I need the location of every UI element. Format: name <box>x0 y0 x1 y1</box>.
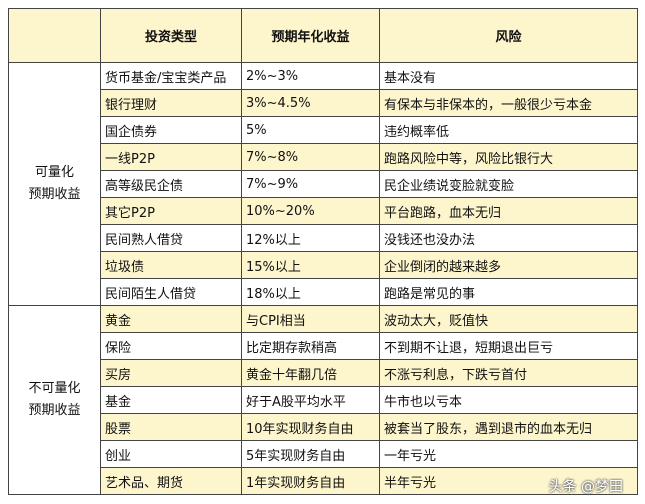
table-row: 其它P2P 10%~20% 平台跑路，血本无归 <box>9 197 638 225</box>
table-cell: 国企债券 <box>100 116 242 144</box>
table-cell: 15%以上 <box>241 251 380 279</box>
table-cell: 买房 <box>100 359 242 387</box>
table-cell: 股票 <box>100 413 242 441</box>
table-cell: 银行理财 <box>100 89 242 117</box>
table-cell: 保险 <box>100 332 242 360</box>
table-cell: 7%~9% <box>241 170 380 198</box>
header-cell: 预期年化收益 <box>241 8 380 63</box>
table-row: 民间陌生人借贷 18%以上 跑路是常见的事 <box>9 278 638 306</box>
table-cell: 不到期不让退，短期退出巨亏 <box>379 332 638 360</box>
table-cell: 3%~4.5% <box>241 89 380 117</box>
table-cell: 创业 <box>100 440 242 468</box>
group-label-line: 不可量化 <box>28 381 81 396</box>
table-row: 不可量化 预期收益 黄金 与CPI相当 波动太大，贬值快 <box>8 305 638 495</box>
table-row: 一线P2P 7%~8% 跑路风险中等，风险比银行大 <box>9 143 638 171</box>
table-cell: 跑路风险中等，风险比银行大 <box>379 143 638 171</box>
table-cell: 1年实现财务自由 <box>241 467 380 495</box>
table-cell: 好于A股平均水平 <box>241 386 380 414</box>
table-cell: 18%以上 <box>241 278 380 306</box>
table-cell: 民间陌生人借贷 <box>100 278 242 306</box>
header-cell: 投资类型 <box>100 8 242 63</box>
table-row: 民间熟人借贷 12%以上 没钱还也没办法 <box>9 224 638 252</box>
table-row: 艺术品、期货 1年实现财务自由 半年亏光 <box>9 467 638 495</box>
table-row: 基金 好于A股平均水平 牛市也以亏本 <box>9 386 638 414</box>
table-cell: 5年实现财务自由 <box>241 440 380 468</box>
table-cell: 基金 <box>100 386 242 414</box>
table-row: 国企债券 5% 违约概率低 <box>9 116 638 144</box>
table-cell: 不涨亏利息，下跌亏首付 <box>379 359 638 387</box>
table-cell: 一年亏光 <box>379 440 638 468</box>
table-cell: 平台跑路，血本无归 <box>379 197 638 225</box>
table-cell: 企业倒闭的越来越多 <box>379 251 638 279</box>
table-row: 创业 5年实现财务自由 一年亏光 <box>9 440 638 468</box>
table-cell: 10年实现财务自由 <box>241 413 380 441</box>
table-cell: 一线P2P <box>100 143 242 171</box>
table-cell: 牛市也以亏本 <box>379 386 638 414</box>
table-cell: 与CPI相当 <box>241 305 380 333</box>
header-cell <box>8 8 101 63</box>
table-cell: 7%~8% <box>241 143 380 171</box>
table-cell: 民间熟人借贷 <box>100 224 242 252</box>
table-cell: 有保本与非保本的，一般很少亏本金 <box>379 89 638 117</box>
table-row: 银行理财 3%~4.5% 有保本与非保本的，一般很少亏本金 <box>9 89 638 117</box>
group-label: 不可量化 预期收益 <box>8 305 101 495</box>
table-row: 高等级民企债 7%~9% 民企业绩说变脸就变脸 <box>9 170 638 198</box>
table-cell: 垃圾债 <box>100 251 242 279</box>
table-cell: 货币基金/宝宝类产品 <box>100 62 242 90</box>
table-cell: 基本没有 <box>379 62 638 90</box>
table-cell: 违约概率低 <box>379 116 638 144</box>
table-row: 买房 黄金十年翻几倍 不涨亏利息，下跌亏首付 <box>9 359 638 387</box>
table-cell: 比定期存款稍高 <box>241 332 380 360</box>
table-row: 股票 10年实现财务自由 被套当了股东，遇到退市的血本无归 <box>9 413 638 441</box>
table-row: 保险 比定期存款稍高 不到期不让退，短期退出巨亏 <box>9 332 638 360</box>
table-cell: 没钱还也没办法 <box>379 224 638 252</box>
table-cell: 跑路是常见的事 <box>379 278 638 306</box>
table-cell: 10%~20% <box>241 197 380 225</box>
group-label-line: 预期收益 <box>28 187 81 202</box>
table-cell: 半年亏光 <box>379 467 638 495</box>
table-cell: 5% <box>241 116 380 144</box>
investment-table: 投资类型 预期年化收益 风险 可量化 预期收益 货币基金/宝宝类产品 2%~3% 基本没… <box>8 8 638 495</box>
table-cell: 其它P2P <box>100 197 242 225</box>
table-cell: 2%~3% <box>241 62 380 90</box>
table-row: 垃圾债 15%以上 企业倒闭的越来越多 <box>9 251 638 279</box>
group-label-line: 可量化 <box>34 165 74 180</box>
header-row: 投资类型 预期年化收益 风险 <box>8 8 638 63</box>
table-cell: 黄金 <box>100 305 242 333</box>
watermark: 头条 @梦田 <box>548 479 623 495</box>
table-row: 可量化 预期收益 货币基金/宝宝类产品 2%~3% 基本没有 <box>8 62 638 306</box>
table-cell: 12%以上 <box>241 224 380 252</box>
table-cell: 黄金十年翻几倍 <box>241 359 380 387</box>
table-cell: 被套当了股东，遇到退市的血本无归 <box>379 413 638 441</box>
table-cell: 民企业绩说变脸就变脸 <box>379 170 638 198</box>
group-label-line: 预期收益 <box>28 403 81 418</box>
table-body: 可量化 预期收益 货币基金/宝宝类产品 2%~3% 基本没有 银行理财 3%~4.5% 有保本… <box>8 62 638 495</box>
header-cell: 风险 <box>379 8 638 63</box>
group-label: 可量化 预期收益 <box>8 62 101 306</box>
table-cell: 艺术品、期货 <box>100 467 242 495</box>
table-cell: 高等级民企债 <box>100 170 242 198</box>
table-cell: 波动太大，贬值快 <box>379 305 638 333</box>
